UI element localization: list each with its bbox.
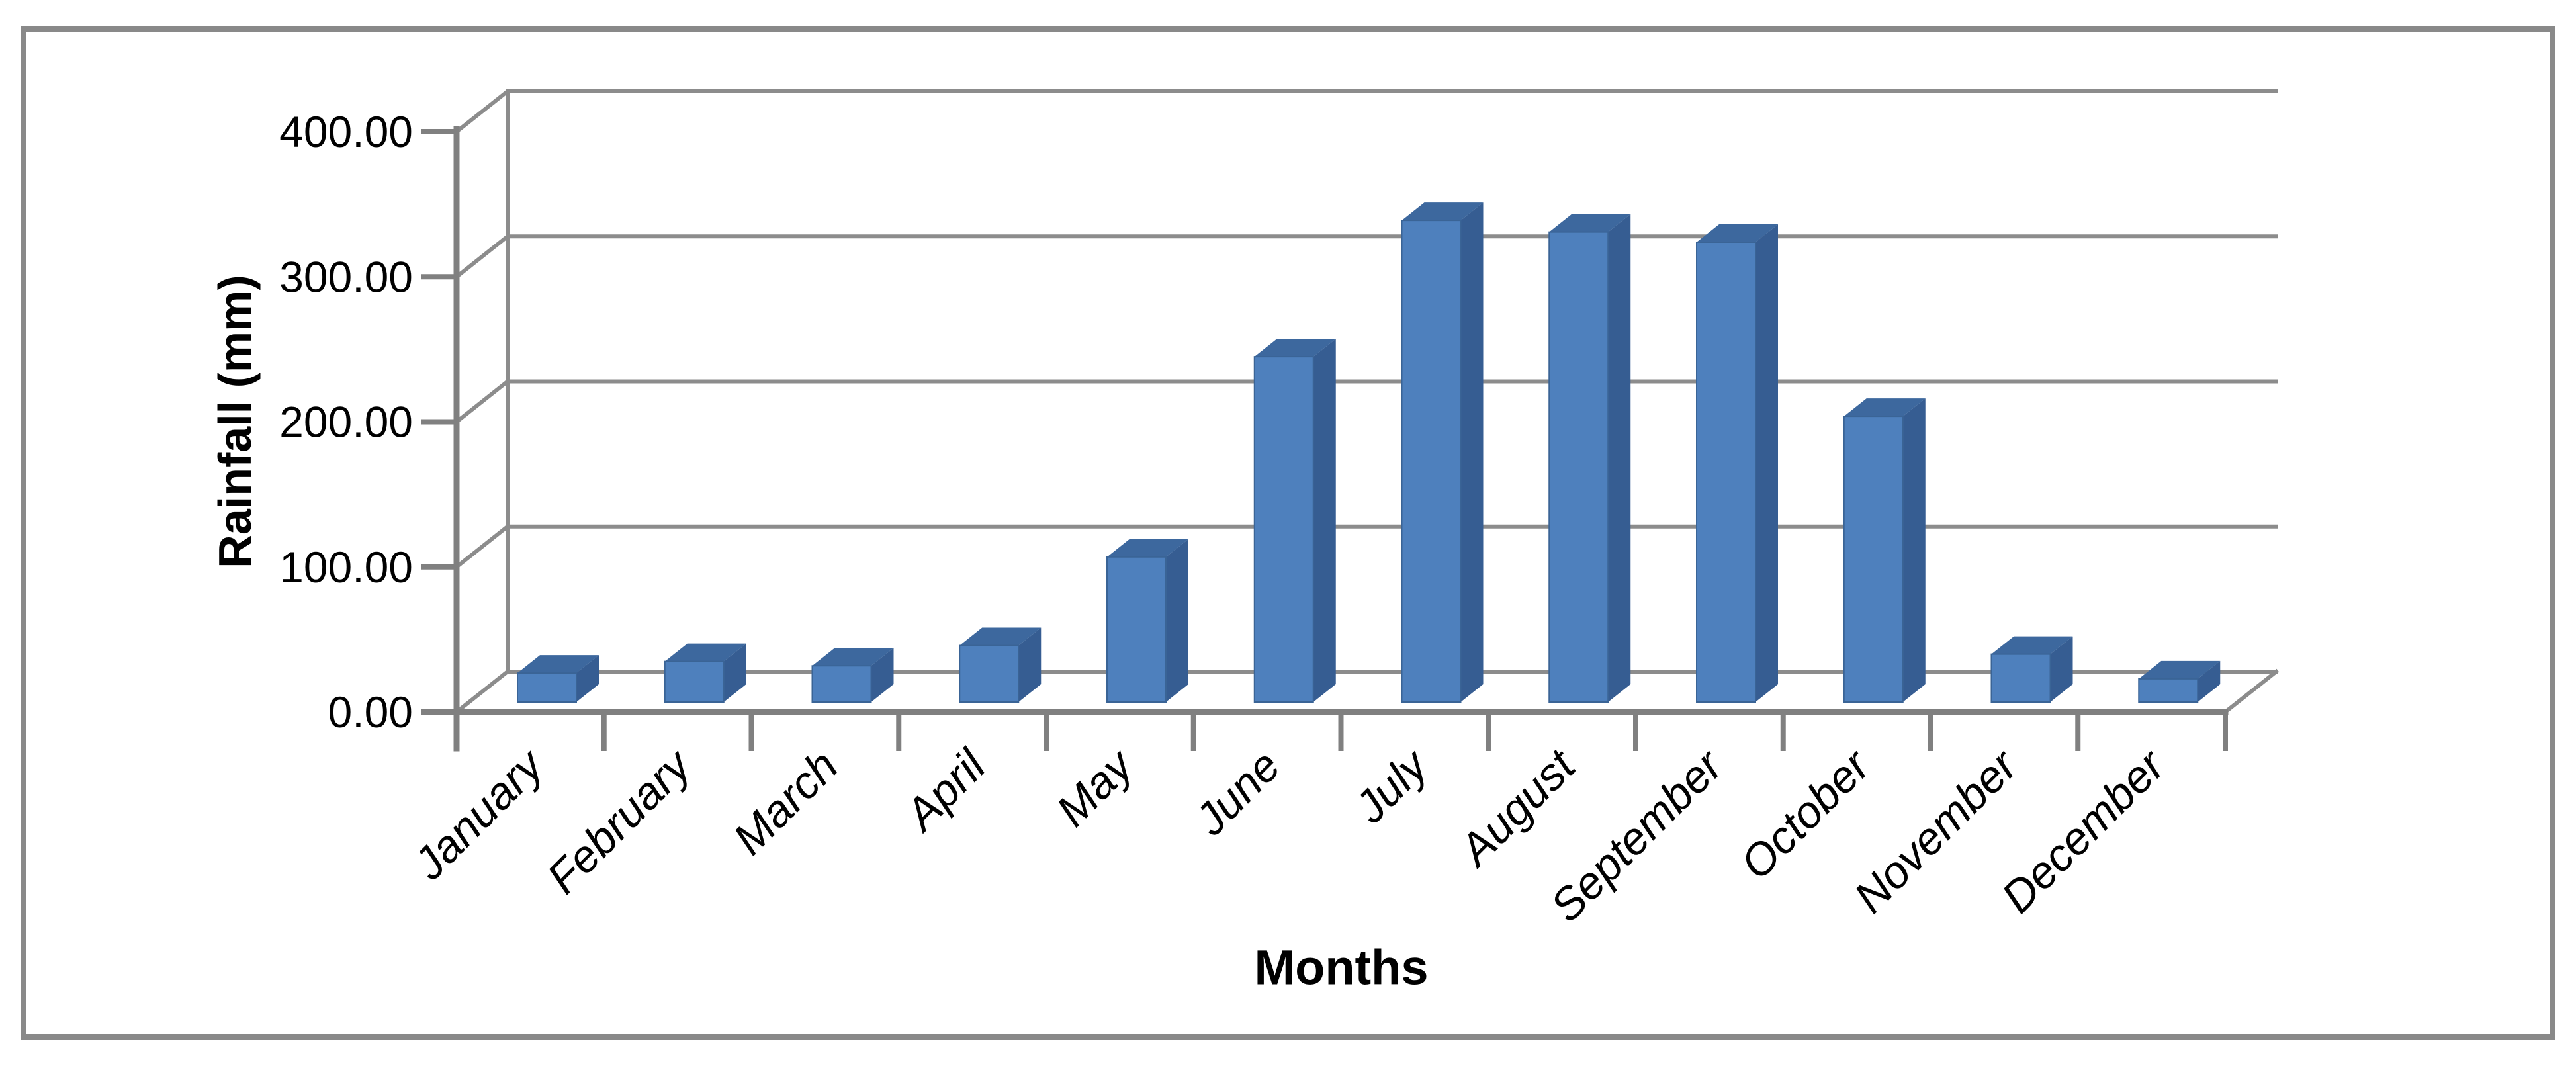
bar-front-face [959, 644, 1020, 703]
bar-side-face [1755, 224, 1778, 702]
bar-side-face [2050, 636, 2073, 702]
bar-top-face [812, 648, 894, 666]
bar-top-face [1549, 214, 1631, 232]
bar-side-face [1313, 339, 1336, 702]
x-category-label: March [724, 740, 848, 864]
bar-front-face [1990, 653, 2051, 703]
bar-top-face [2139, 660, 2221, 679]
bar-side-face [1902, 398, 1926, 702]
y-tick-label: 300.00 [279, 252, 413, 301]
bar-front-face [1548, 231, 1609, 703]
bar-side-face [576, 655, 599, 702]
y-tick-label: 100.00 [279, 543, 413, 592]
bar-top-face [517, 655, 599, 674]
bar-front-face [2138, 678, 2199, 703]
bar-side-face [2198, 660, 2221, 702]
x-category-label: May [1047, 738, 1144, 836]
x-category-label: December [1992, 739, 2175, 922]
bar-top-face [1991, 636, 2073, 654]
y-tick-label: 400.00 [279, 107, 413, 156]
y-tick-label: 200.00 [279, 398, 413, 447]
x-category-label: August [1448, 739, 1586, 877]
bar-side-face [1018, 627, 1042, 702]
chart-border [21, 26, 2555, 1040]
bar-top-face [1697, 224, 1778, 242]
bar-front-face [1106, 556, 1167, 703]
x-category-label: June [1185, 740, 1290, 846]
bar-front-face [517, 672, 577, 703]
bar-front-face [1696, 241, 1756, 703]
y-gridline-depth [453, 523, 511, 570]
floor-right-edge [2222, 668, 2280, 715]
y-gridline-depth [453, 234, 511, 280]
bar-front-face [664, 660, 725, 703]
y-gridline-depth [453, 668, 511, 715]
x-category-label: July [1345, 738, 1439, 833]
bar-top-face [1843, 398, 1926, 417]
bar-side-face [723, 643, 746, 702]
bar-front-face [1401, 220, 1462, 703]
bar-top-face [664, 643, 746, 662]
bar-top-face [1401, 202, 1484, 221]
bar-side-face [871, 648, 894, 702]
x-category-label: January [404, 738, 555, 889]
bar-top-face [1254, 339, 1336, 357]
bar-side-face [1166, 539, 1188, 702]
bar-side-face [1460, 202, 1484, 703]
bar-top-face [1107, 539, 1188, 557]
x-axis-title: Months [1254, 940, 1429, 995]
x-category-label: October [1731, 739, 1881, 889]
x-category-label: February [537, 738, 702, 903]
y-gridline-depth [453, 88, 511, 135]
y-tick-label: 0.00 [328, 688, 413, 736]
y-axis-title: Rainfall (mm) [209, 275, 261, 568]
x-category-label: April [894, 740, 996, 842]
bar-side-face [1608, 214, 1631, 702]
y-gridline-depth [453, 378, 511, 425]
bar-top-face [959, 627, 1042, 646]
bar-front-face [811, 665, 872, 703]
bar-front-face [1843, 416, 1904, 703]
bar-front-face [1253, 356, 1314, 703]
